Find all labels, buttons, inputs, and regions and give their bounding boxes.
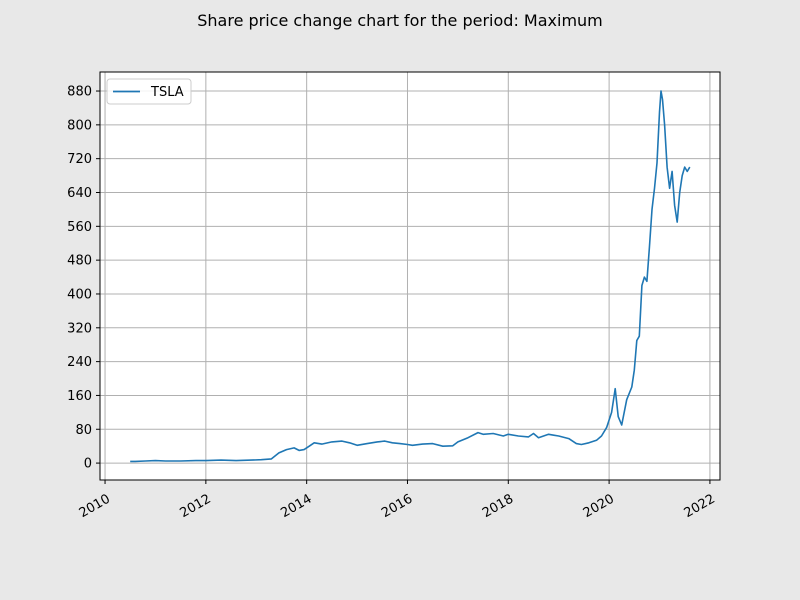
legend-box [106, 78, 192, 105]
legend-label-tsla: TSLA [150, 85, 184, 100]
y-tick-label: 240 [67, 355, 92, 370]
x-tick-label: 2012 [178, 492, 214, 522]
legend: TSLA [106, 78, 192, 105]
series-layer [130, 90, 691, 463]
x-tick-label: 2020 [581, 492, 617, 522]
y-tick-label: 720 [67, 152, 92, 167]
y-tick-label: 880 [67, 85, 92, 100]
y-tick-label: 400 [67, 287, 92, 302]
y-tick-label: 320 [67, 321, 92, 336]
x-tick-label: 2014 [278, 492, 314, 522]
x-tick-label: 2018 [480, 492, 516, 522]
y-tick-label: 560 [67, 220, 92, 235]
grid [100, 72, 720, 480]
y-tick-label: 0 [84, 457, 92, 472]
plot-area [100, 72, 720, 480]
x-tick-label: 2016 [379, 492, 415, 522]
plot-frame [99, 71, 721, 481]
x-tick-label: 2022 [682, 492, 718, 522]
y-tick-label: 160 [67, 389, 92, 404]
y-tick-label: 800 [67, 118, 92, 133]
x-tick-label: 2010 [77, 492, 113, 522]
series-line-tsla [130, 90, 691, 463]
chart-title: Share price change chart for the period:… [197, 11, 603, 30]
y-tick-label: 480 [67, 254, 92, 269]
y-tick-label: 640 [67, 186, 92, 201]
y-tick-label: 80 [75, 423, 92, 438]
